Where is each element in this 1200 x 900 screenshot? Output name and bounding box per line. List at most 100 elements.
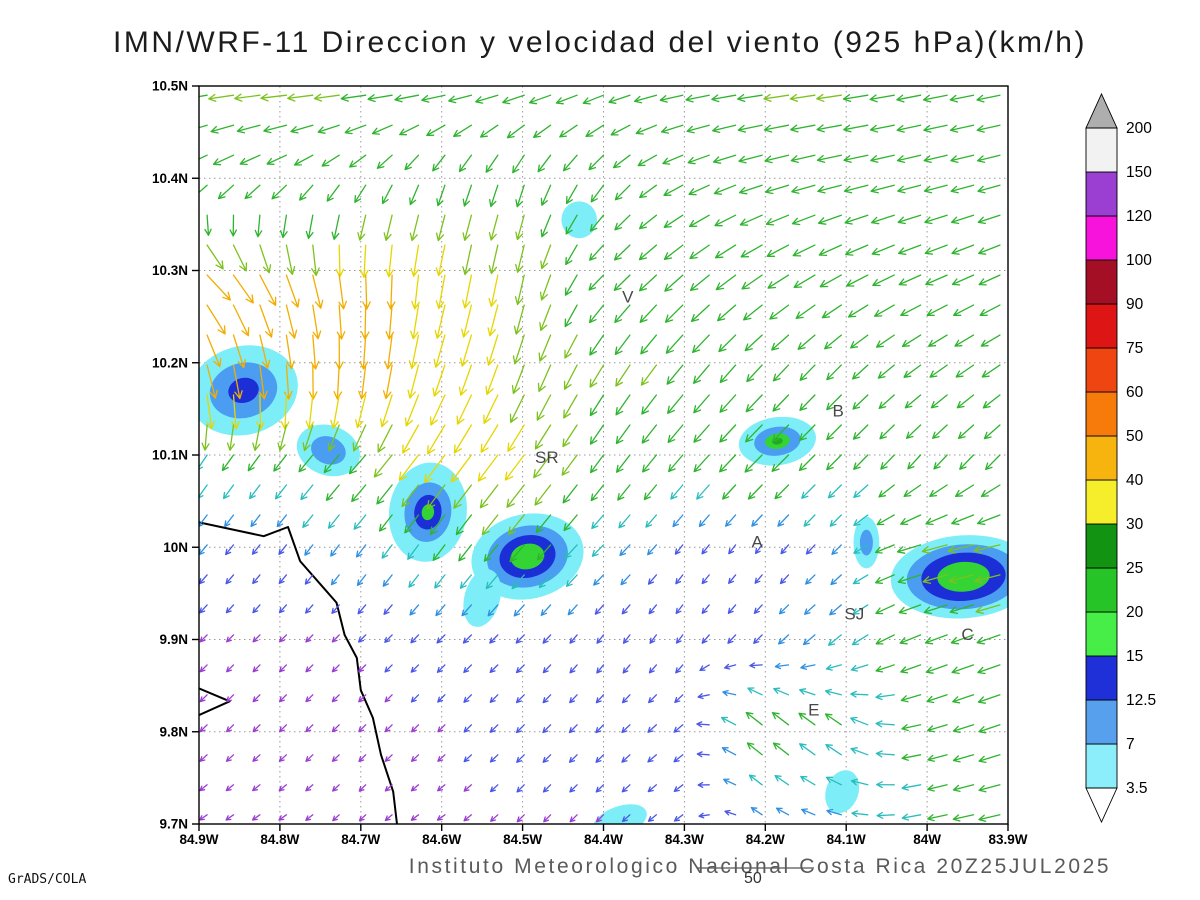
wind-arrow [843, 124, 869, 133]
wind-arrow [977, 664, 1001, 675]
wind-arrow [688, 214, 710, 228]
coastline-path [199, 687, 231, 717]
wind-arrow [569, 664, 578, 674]
speed-shading-blob [859, 529, 873, 556]
wind-arrow [923, 124, 948, 133]
wind-arrow [379, 394, 393, 428]
wind-arrow [278, 724, 288, 733]
wind-arrow [685, 94, 710, 103]
wind-arrow [712, 124, 737, 134]
wind-arrow [876, 811, 895, 819]
wind-arrow [664, 274, 684, 292]
wind-arrow [982, 394, 1001, 409]
wind-arrow [827, 634, 842, 646]
wind-arrow [488, 244, 499, 275]
y-tick-label: 9.7N [159, 817, 188, 832]
wind-arrow [738, 154, 763, 164]
wind-arrow [647, 754, 658, 763]
wind-arrow [725, 514, 737, 527]
wind-arrow [610, 124, 631, 136]
wind-arrow [743, 304, 763, 321]
wind-arrow [950, 214, 975, 225]
wind-arrow [385, 244, 394, 278]
wind-arrow [771, 454, 790, 472]
wind-arrow [565, 574, 578, 587]
wind-arrow [771, 711, 790, 726]
wind-arrow [226, 424, 235, 451]
wind-arrow [199, 544, 208, 556]
x-tick-label: 84.9W [179, 832, 218, 847]
wind-arrow [816, 124, 842, 133]
wind-arrow [896, 124, 922, 133]
wind-arrow [331, 694, 340, 703]
wind-arrow [803, 514, 816, 527]
grads-credit: GrADS/COLA [8, 872, 87, 887]
wind-arrow [647, 784, 658, 793]
wind-arrow [225, 754, 235, 762]
wind-arrow [976, 514, 1001, 525]
wind-arrow [487, 304, 499, 337]
wind-arrow [901, 724, 922, 732]
wind-arrow [950, 634, 975, 645]
wind-arrow [384, 814, 393, 822]
wind-arrow [714, 214, 737, 227]
wind-arrow [300, 484, 314, 501]
wind-arrow [483, 544, 499, 562]
wind-arrow [515, 634, 525, 644]
wind-arrow [462, 244, 473, 276]
wind-arrow [409, 184, 420, 206]
wind-arrow [582, 94, 605, 105]
x-tick-label: 83.9W [988, 832, 1027, 847]
colorbar-tick-label: 90 [1126, 296, 1144, 313]
reference-vector-label: 50 [744, 870, 762, 887]
wind-arrow [225, 544, 235, 556]
wind-arrow [386, 274, 396, 310]
colorbar-segment [1085, 259, 1118, 305]
wind-arrow [362, 274, 371, 310]
wind-arrow [649, 634, 658, 644]
wind-arrow [278, 784, 288, 792]
wind-arrow [327, 424, 340, 452]
wind-arrow [701, 574, 710, 585]
wind-arrow [766, 244, 790, 257]
wind-arrow [662, 154, 684, 165]
wind-arrow [408, 574, 420, 588]
wind-arrow [435, 604, 446, 617]
wind-arrow [331, 754, 340, 762]
wind-arrow [647, 724, 658, 733]
wind-arrow [923, 604, 948, 615]
wind-arrow [404, 394, 420, 427]
wind-arrow [277, 424, 288, 452]
wind-arrow [564, 274, 578, 296]
wind-arrow [851, 810, 869, 818]
wind-arrow [926, 304, 948, 316]
wind-arrow [590, 184, 605, 203]
wind-arrow [929, 364, 948, 378]
wind-arrow [664, 304, 684, 323]
wind-arrow [728, 544, 737, 555]
wind-arrow [383, 604, 393, 615]
y-tick-label: 10.4N [152, 171, 188, 186]
wind-arrow [773, 687, 790, 696]
wind-arrow [462, 214, 473, 241]
wind-arrow [805, 574, 816, 585]
wind-arrow [462, 274, 473, 309]
wind-arrow [596, 634, 605, 644]
wind-arrow [348, 454, 367, 475]
wind-arrow [687, 154, 710, 165]
wind-arrow [533, 124, 552, 138]
wind-arrow [754, 544, 763, 555]
y-tick-label: 10N [163, 540, 188, 555]
wind-arrow [675, 634, 684, 644]
wind-arrow [251, 544, 261, 555]
shaded-wind-speed-regions [199, 201, 1008, 824]
wind-arrow [824, 713, 842, 726]
colorbar-segment [1085, 391, 1118, 437]
wind-arrow [331, 634, 340, 643]
colorbar-segment [1085, 699, 1118, 745]
wind-arrow [502, 94, 525, 105]
wind-arrow [589, 424, 605, 445]
wind-arrow [489, 724, 499, 733]
wind-arrow [696, 721, 710, 728]
